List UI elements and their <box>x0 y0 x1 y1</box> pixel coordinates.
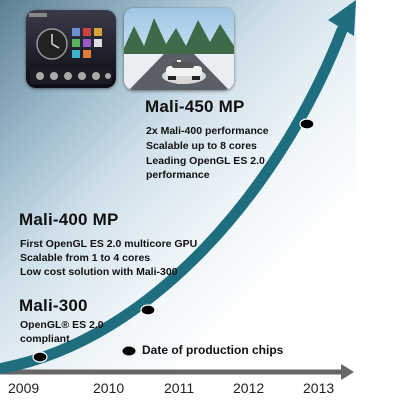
racing-game-thumbnail-icon <box>124 8 234 90</box>
axis-arrow-icon <box>341 364 354 380</box>
year-label: 2009 <box>8 380 40 396</box>
milestone-marker-2011 <box>140 304 156 316</box>
milestone-bullet: compliant <box>20 333 70 345</box>
black-ellipse-marker-icon <box>122 346 136 356</box>
milestone-bullet: Scalable from 1 to 4 cores <box>20 252 151 264</box>
milestone-title-mali-400: Mali-400 MP <box>19 210 119 229</box>
milestone-bullet: Leading OpenGL ES 2.0 <box>146 155 265 167</box>
year-label: 2010 <box>93 380 125 396</box>
year-label: 2013 <box>303 380 335 396</box>
milestone-bullet: Scalable up to 8 cores <box>146 140 257 152</box>
curve-arrowhead-icon <box>328 0 356 36</box>
milestone-title-mali-300: Mali-300 <box>19 296 88 315</box>
milestone-bullet: Low cost solution with Mali-300 <box>20 266 178 278</box>
milestone-marker-2009 <box>32 351 48 363</box>
milestone-bullet: OpenGL® ES 2.0 <box>20 319 104 331</box>
milestone-marker-2013 <box>299 118 315 130</box>
year-label: 2012 <box>233 380 265 396</box>
growth-curve <box>0 24 348 374</box>
milestone-bullet: 2x Mali-400 performance <box>146 125 269 137</box>
phone-home-screen-thumbnail-icon <box>26 10 116 88</box>
milestone-bullet: First OpenGL ES 2.0 multicore GPU <box>20 238 198 250</box>
legend-label: Date of production chips <box>142 343 284 357</box>
milestone-title-mali-450: Mali-450 MP <box>145 97 245 116</box>
milestone-bullet: performance <box>146 169 210 181</box>
year-label: 2011 <box>164 380 195 396</box>
